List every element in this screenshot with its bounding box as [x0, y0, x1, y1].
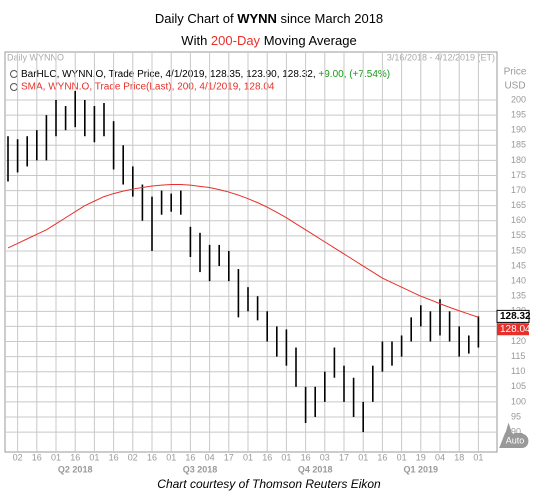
- x-tick-label: 16: [147, 452, 157, 462]
- x-tick-label: 01: [281, 452, 291, 462]
- y-tick-label: 135: [511, 291, 526, 301]
- y-tick-label: 120: [511, 336, 526, 346]
- x-tick-label: 18: [454, 452, 464, 462]
- chart-subtitle: With 200-Day Moving Average: [181, 33, 356, 48]
- x-group-label: Q3 2018: [183, 464, 218, 474]
- chart-title: Daily Chart of WYNN since March 2018: [155, 11, 383, 26]
- y-tick-label: 170: [511, 185, 526, 195]
- y-tick-label: 180: [511, 155, 526, 165]
- x-tick-label: 04: [435, 452, 445, 462]
- y-tick-label: 90: [511, 426, 521, 436]
- scale-mode[interactable]: Auto: [501, 431, 529, 450]
- y-tick-label: 95: [511, 411, 521, 421]
- x-tick-label: 01: [89, 452, 99, 462]
- x-group-label: Q2 2018: [58, 464, 93, 474]
- last-price-box: [496, 309, 530, 323]
- title-post: since March 2018: [281, 11, 384, 26]
- axis-unit: USD: [504, 81, 525, 92]
- subtitle-highlight: 200-Day: [211, 33, 261, 48]
- x-tick-label: 01: [243, 452, 253, 462]
- x-tick-label: 17: [224, 452, 234, 462]
- x-tick-label: 02: [13, 452, 23, 462]
- legend-icon[interactable]: [10, 70, 18, 78]
- footer: Chart courtesy of Thomson Reuters Eikon: [157, 477, 381, 491]
- plot-frame: [4, 51, 498, 453]
- legend-icon[interactable]: [10, 83, 18, 91]
- x-tick-label: 16: [32, 452, 42, 462]
- y-tick-label: 100: [511, 396, 526, 406]
- legend-entry: BarHLC, WYNN.O, Trade Price, 4/1/2019, 1…: [21, 69, 390, 80]
- x-tick-label: 16: [301, 452, 311, 462]
- title-pre: Daily Chart of: [155, 11, 234, 26]
- y-tick-label: 195: [511, 109, 526, 119]
- ma-price-box: [497, 323, 529, 336]
- x-tick-label: 16: [70, 452, 80, 462]
- x-tick-label: 01: [166, 452, 176, 462]
- x-group-label: Q1 2019: [404, 464, 439, 474]
- y-tick-label: 110: [511, 366, 525, 376]
- title-ticker: WYNN: [237, 11, 277, 26]
- y-tick-label: 160: [511, 215, 526, 225]
- date-range: 3/16/2018 - 4/12/2019 (ET): [387, 52, 495, 62]
- y-tick-label: 140: [511, 276, 526, 286]
- x-tick-label: 16: [377, 452, 387, 462]
- x-tick-label: 02: [128, 452, 138, 462]
- subtitle-pre: With: [181, 33, 207, 48]
- y-tick-label: 155: [511, 230, 526, 240]
- x-tick-label: 01: [397, 452, 407, 462]
- x-tick-label: 16: [185, 452, 195, 462]
- x-tick-label: 17: [339, 452, 349, 462]
- y-tick-label: 115: [511, 351, 525, 361]
- moving-average: [7, 184, 479, 318]
- legend-ma: SMA, WYNN.O, Trade Price(Last), 200, 4/1…: [21, 82, 275, 93]
- subtitle-post: Moving Average: [264, 33, 357, 48]
- x-tick-label: 16: [262, 452, 272, 462]
- ma-price-label: 128.04: [500, 324, 531, 335]
- x-tick-label: 01: [358, 452, 368, 462]
- legend-main: BarHLC, WYNN.O, Trade Price, 4/1/2019, 1…: [21, 69, 316, 80]
- y-tick-label: 185: [511, 140, 526, 150]
- axis-title: Price: [504, 67, 527, 78]
- x-tick-label: 04: [205, 452, 215, 462]
- x-group-label: Q4 2018: [298, 464, 333, 474]
- instrument: Daily WYNNO: [7, 52, 64, 62]
- x-tick-label: 01: [51, 452, 61, 462]
- y-tick-label: 190: [511, 125, 526, 135]
- legend-change: +9.00, (+7.54%): [318, 69, 390, 80]
- x-tick-label: 19: [416, 452, 426, 462]
- last-price-label: 128.32: [500, 311, 531, 322]
- y-tick-label: 200: [511, 94, 526, 104]
- x-tick-label: 16: [109, 452, 119, 462]
- y-tick-label: 150: [511, 245, 526, 255]
- y-tick-label: 175: [511, 170, 526, 180]
- y-tick-label: 165: [511, 200, 526, 210]
- x-tick-label: 03: [320, 452, 330, 462]
- y-tick-label: 105: [511, 381, 526, 391]
- x-tick-label: 01: [473, 452, 483, 462]
- y-tick-label: 145: [511, 260, 526, 270]
